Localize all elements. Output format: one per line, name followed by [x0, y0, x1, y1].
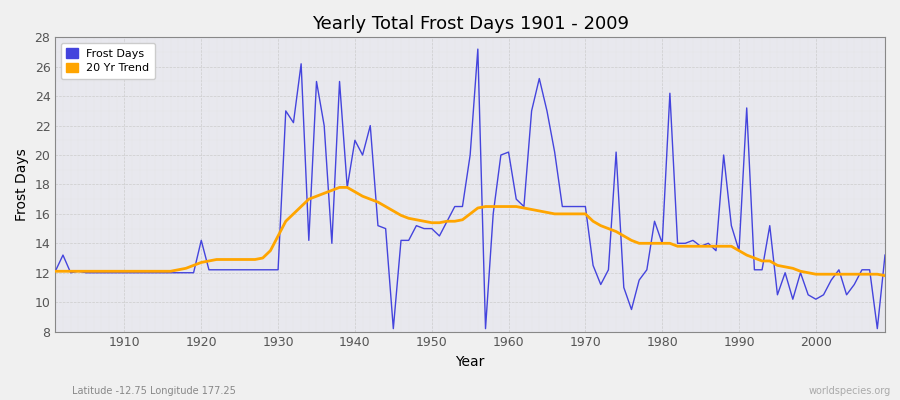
- Text: Latitude -12.75 Longitude 177.25: Latitude -12.75 Longitude 177.25: [72, 386, 236, 396]
- 20 Yr Trend: [327, 188, 338, 193]
- 20 Yr Trend: [879, 273, 890, 278]
- Frost Days: [50, 269, 60, 274]
- Legend: Frost Days, 20 Yr Trend: Frost Days, 20 Yr Trend: [61, 43, 155, 79]
- Title: Yearly Total Frost Days 1901 - 2009: Yearly Total Frost Days 1901 - 2009: [311, 15, 628, 33]
- Frost Days: [472, 47, 483, 52]
- Frost Days: [327, 241, 338, 246]
- 20 Yr Trend: [281, 219, 292, 224]
- 20 Yr Trend: [334, 185, 345, 190]
- 20 Yr Trend: [603, 226, 614, 231]
- Frost Days: [518, 204, 529, 209]
- Frost Days: [388, 326, 399, 331]
- Frost Days: [611, 150, 622, 154]
- Text: worldspecies.org: worldspecies.org: [809, 386, 891, 396]
- Frost Days: [879, 253, 890, 258]
- Line: 20 Yr Trend: 20 Yr Trend: [55, 188, 885, 276]
- Frost Days: [511, 197, 522, 202]
- Frost Days: [281, 108, 292, 113]
- X-axis label: Year: Year: [455, 355, 485, 369]
- 20 Yr Trend: [112, 269, 122, 274]
- 20 Yr Trend: [503, 204, 514, 209]
- 20 Yr Trend: [511, 204, 522, 209]
- Frost Days: [112, 270, 122, 275]
- Line: Frost Days: Frost Days: [55, 49, 885, 329]
- 20 Yr Trend: [50, 269, 60, 274]
- Y-axis label: Frost Days: Frost Days: [15, 148, 29, 221]
